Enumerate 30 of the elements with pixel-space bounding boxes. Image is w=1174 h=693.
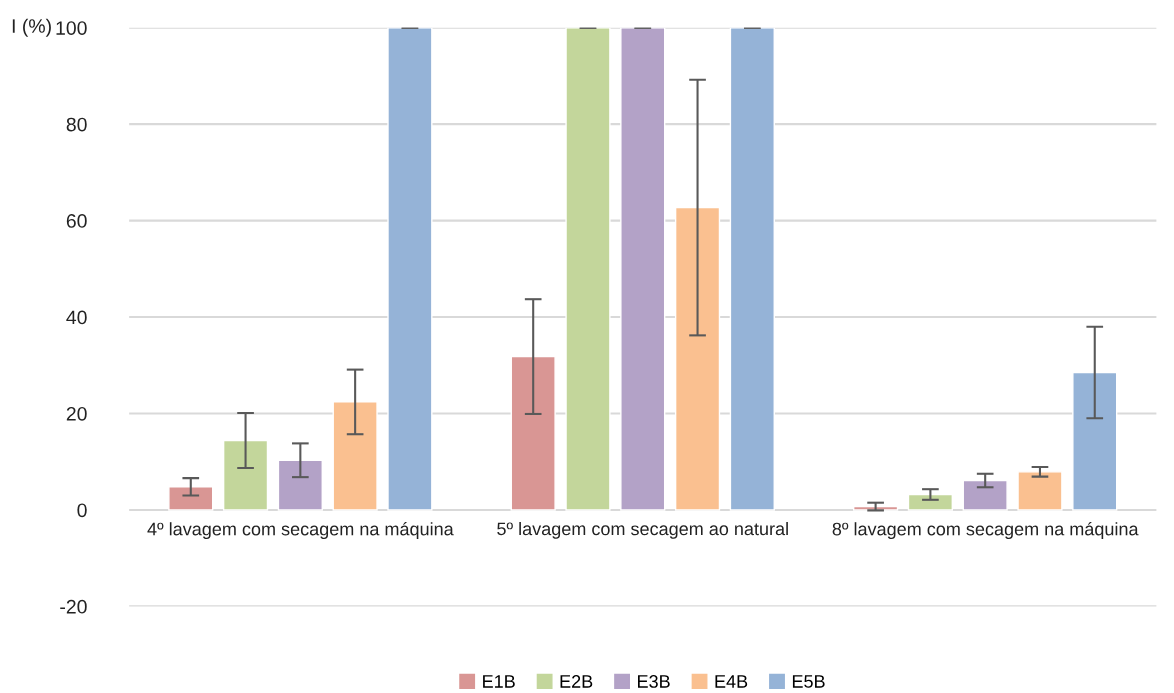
bar — [332, 401, 378, 511]
bar — [510, 355, 556, 511]
legend-label: E3B — [638, 675, 670, 688]
y-tick-label: 100 — [56, 21, 87, 35]
bar — [729, 27, 775, 511]
y-axis-title: I (%) — [12, 18, 51, 37]
legend-label: E2B — [560, 675, 593, 688]
y-tick-label: 20 — [66, 406, 87, 421]
y-tick-label: 40 — [66, 310, 87, 325]
x-tick-label: 4º lavagem com secagem na máquina — [147, 521, 454, 540]
bar — [962, 479, 1008, 511]
y-tick-label: 80 — [66, 117, 87, 132]
y-tick-label: 0 — [77, 503, 87, 518]
bar — [907, 493, 954, 511]
bar — [620, 27, 666, 511]
bar — [565, 27, 611, 511]
bar — [387, 27, 433, 511]
legend-label: E4B — [715, 675, 748, 688]
bar — [1072, 371, 1118, 511]
bar — [168, 486, 214, 511]
legend-label: E5B — [792, 675, 825, 688]
bar — [222, 439, 269, 511]
x-tick-label: 8º lavagem com secagem na máquina — [832, 521, 1139, 540]
y-tick-label: -20 — [60, 599, 87, 614]
bar — [1017, 471, 1063, 511]
bar — [674, 206, 721, 511]
x-tick-label: 5º lavagem com secagem ao natural — [497, 521, 788, 539]
legend-label: E1B — [483, 675, 515, 688]
bar — [277, 459, 323, 511]
y-tick-label: 60 — [66, 214, 87, 228]
